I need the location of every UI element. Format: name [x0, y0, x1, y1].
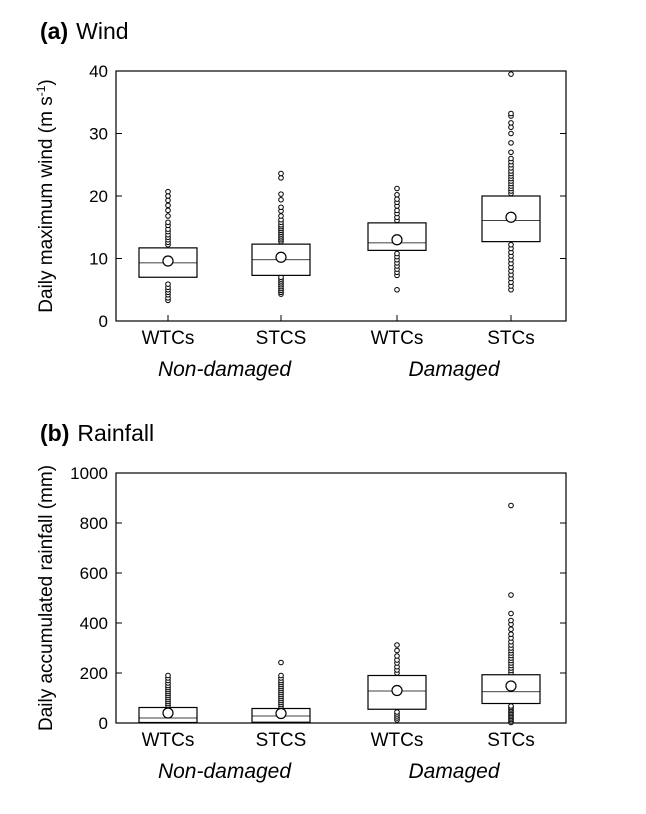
panel-letter: (a)	[40, 18, 68, 44]
y-axis-label: Daily maximum wind (m s-1)	[34, 79, 57, 312]
outlier-point	[394, 653, 400, 659]
box-1	[251, 170, 311, 297]
outlier-point	[278, 170, 284, 177]
outlier-point	[508, 626, 514, 633]
outlier-point	[165, 672, 171, 679]
box-0	[138, 672, 198, 724]
outlier-point	[165, 188, 171, 195]
outlier-point	[508, 155, 514, 162]
outlier-point	[394, 642, 400, 648]
outlier-point	[165, 213, 171, 219]
x-category-label: WTCs	[142, 730, 195, 751]
box-1	[251, 659, 311, 723]
x-category-label: STCS	[256, 328, 307, 349]
outlier-point	[508, 617, 514, 624]
panel-title-text: Rainfall	[77, 420, 154, 446]
y-axis-label-text: Daily maximum wind (m s	[36, 96, 57, 312]
outlier-point	[508, 241, 514, 248]
y-tick-label: 0	[99, 714, 108, 733]
y-tick-label: 0	[99, 312, 108, 331]
outlier-point	[394, 709, 400, 715]
y-axis-label-superscript: -1	[34, 85, 48, 96]
y-tick-label: 20	[89, 187, 108, 206]
outlier-point	[508, 592, 514, 598]
outlier-point	[278, 672, 284, 679]
group-label: Damaged	[408, 358, 500, 381]
plot-frame	[115, 472, 567, 724]
y-axis-label-text: Daily accumulated rainfall (mm)	[36, 465, 57, 731]
group-label: Damaged	[408, 760, 500, 783]
outlier-point	[165, 219, 171, 226]
mean-marker	[505, 211, 517, 223]
x-category-label: STCs	[487, 730, 535, 751]
outlier-point	[165, 207, 171, 214]
mean-marker	[505, 680, 517, 692]
mean-marker	[391, 684, 403, 697]
panel-title: (b) Rainfall	[40, 420, 154, 446]
outlier-point	[508, 703, 514, 709]
box-0	[138, 188, 198, 304]
outlier-point	[508, 110, 514, 117]
x-category-label: WTCs	[142, 328, 195, 349]
y-tick-label: 10	[89, 250, 108, 269]
outlier-point	[278, 196, 284, 203]
x-category-label: STCs	[487, 328, 535, 349]
group-label: Non-damaged	[158, 358, 292, 381]
panel-title-text: Wind	[76, 18, 128, 44]
box-2	[367, 642, 427, 723]
mean-marker	[275, 707, 287, 720]
outlier-point	[278, 204, 284, 211]
x-category-label: STCS	[256, 730, 307, 751]
y-tick-label: 1000	[70, 464, 108, 483]
y-tick-label: 400	[80, 614, 108, 633]
panel-letter: (b)	[40, 420, 69, 446]
mean-marker	[391, 234, 403, 246]
mean-marker	[275, 251, 287, 263]
outlier-point	[394, 286, 400, 293]
outlier-point	[278, 191, 284, 197]
y-tick-label: 40	[89, 62, 108, 81]
outlier-point	[394, 647, 400, 654]
mean-marker	[162, 707, 174, 719]
outlier-point	[165, 281, 171, 287]
outlier-point	[394, 185, 400, 192]
box-3	[481, 71, 541, 293]
panel-title: (a) Wind	[40, 18, 129, 44]
panel-rainfall: (b) Rainfall 0 200 400 600 800 1000 WTCs STCS WTCs…	[36, 420, 567, 783]
outlier-point	[278, 213, 284, 219]
y-axis-label: Daily accumulated rainfall (mm)	[36, 465, 57, 731]
x-category-label: WTCs	[371, 328, 424, 349]
x-category-label: WTCs	[371, 730, 424, 751]
outlier-point	[278, 659, 284, 666]
box-2	[367, 185, 427, 293]
y-tick-label: 200	[80, 664, 108, 683]
outlier-point	[508, 130, 514, 137]
box-3	[481, 502, 541, 726]
y-tick-label: 800	[80, 514, 108, 533]
outlier-point	[508, 631, 514, 638]
outlier-point	[508, 71, 514, 77]
outlier-point	[508, 610, 514, 617]
outlier-point	[508, 140, 514, 146]
outlier-point	[394, 250, 400, 257]
y-tick-label: 30	[89, 125, 108, 144]
y-tick-label: 600	[80, 564, 108, 583]
outlier-point	[508, 149, 514, 156]
outlier-point	[508, 502, 514, 509]
mean-marker	[162, 255, 174, 267]
outlier-point	[165, 202, 171, 209]
group-label: Non-damaged	[158, 760, 292, 783]
outlier-point	[394, 191, 400, 198]
panel-wind: (a) Wind 0 10 20 30 40 WTCs STCS WTCs STCs Non-dama…	[34, 18, 567, 381]
outlier-point	[508, 120, 514, 126]
y-axis-label-close: )	[36, 79, 57, 85]
